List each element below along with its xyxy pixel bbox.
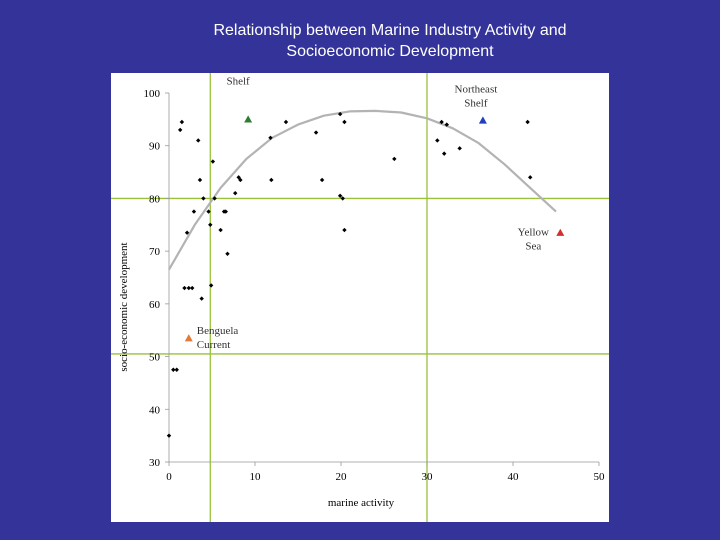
highlight-label: Current	[197, 339, 231, 351]
data-points	[166, 111, 533, 438]
data-point	[319, 177, 325, 183]
y-tick-label: 100	[144, 88, 161, 100]
highlight-triangle	[184, 334, 193, 342]
data-point	[233, 190, 238, 196]
highlight-label: Northeast	[455, 83, 498, 95]
y-tick-label: 90	[149, 141, 161, 153]
data-point	[199, 296, 204, 301]
data-point	[197, 177, 203, 183]
data-point	[269, 177, 274, 183]
data-point	[337, 193, 343, 198]
slide-title: Relationship between Marine Industry Act…	[0, 20, 720, 62]
data-point	[225, 251, 230, 256]
data-point	[171, 367, 176, 372]
x-tick-label: 0	[166, 471, 172, 483]
x-axis-label: marine activity	[328, 497, 395, 509]
data-point	[210, 159, 216, 164]
y-tick-label: 60	[149, 299, 161, 311]
y-tick-label: 80	[149, 193, 161, 205]
data-point	[196, 138, 201, 143]
data-point	[191, 209, 197, 214]
data-point	[337, 111, 343, 117]
y-tick-label: 50	[149, 352, 161, 364]
data-point	[442, 151, 447, 156]
axes	[168, 93, 599, 463]
data-point	[525, 119, 530, 125]
highlight-triangle	[244, 115, 253, 123]
x-tick-label: 50	[594, 471, 606, 483]
data-point	[313, 130, 319, 135]
highlight-label: Yellow	[518, 227, 549, 239]
data-point	[177, 127, 183, 133]
highlight-label: Benguela	[197, 325, 239, 337]
data-point	[528, 175, 533, 180]
highlight-label: Shelf	[464, 97, 488, 109]
title-line-2: Socioeconomic Development	[286, 43, 494, 60]
data-point	[340, 196, 345, 201]
data-point	[223, 209, 228, 214]
highlight-label: Sea	[525, 241, 541, 253]
data-point	[174, 367, 179, 372]
y-axis-label: socio-economic development	[118, 242, 130, 371]
data-point	[212, 196, 217, 201]
data-point	[182, 285, 187, 291]
data-point	[342, 227, 347, 233]
data-point	[186, 285, 191, 291]
x-tick-label: 40	[508, 471, 520, 483]
data-point	[166, 433, 172, 438]
highlight-triangle	[556, 228, 565, 236]
trend-line-group	[168, 109, 557, 271]
data-point	[444, 122, 449, 127]
data-point	[342, 119, 347, 125]
data-point	[208, 283, 214, 288]
x-tick-label: 20	[336, 471, 348, 483]
data-point	[208, 222, 213, 227]
data-point	[238, 177, 243, 183]
data-point	[206, 209, 211, 214]
data-point	[184, 230, 190, 235]
data-point	[283, 119, 289, 125]
y-tick-label: 40	[149, 404, 161, 416]
highlight-markers: ScotianShelfNortheastShelfYellowSeaBengu…	[184, 73, 565, 351]
trend-line	[168, 109, 557, 271]
data-point	[392, 156, 397, 162]
data-point	[268, 135, 273, 141]
data-point	[190, 285, 195, 291]
reference-lines	[111, 73, 609, 522]
data-point	[439, 119, 444, 125]
highlight-label: Shelf	[227, 75, 251, 87]
tick-labels: 0 10 20 30 40 50 30 40 50 60 70 80 90 100	[144, 88, 606, 483]
data-point	[435, 138, 440, 143]
highlight-triangle	[478, 116, 487, 124]
y-tick-label: 30	[149, 457, 161, 469]
x-tick-label: 30	[422, 471, 434, 483]
data-point	[179, 119, 185, 125]
data-point	[457, 146, 462, 151]
data-point	[218, 227, 223, 233]
data-point	[201, 196, 206, 201]
x-tick-label: 10	[250, 471, 262, 483]
title-line-1: Relationship between Marine Industry Act…	[213, 22, 567, 39]
y-tick-label: 70	[149, 246, 161, 258]
